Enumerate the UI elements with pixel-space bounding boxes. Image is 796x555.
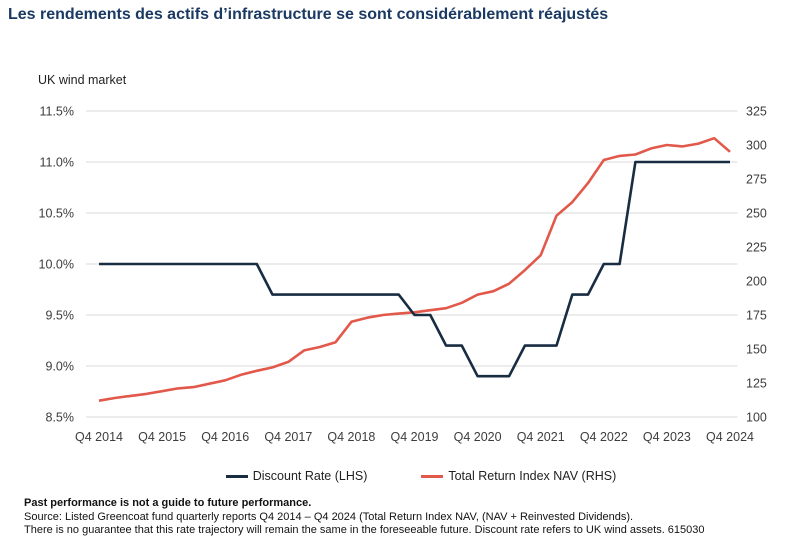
x-axis: Q4 2014 Q4 2015 Q4 2016 Q4 2017 Q4 2018 Q4 20… — [75, 430, 754, 444]
y-axis-left: 11.5% 11.0% 10.5% 10.0% 9.5% 9.0% 8.5% — [39, 105, 74, 425]
y-axis-right: 325 300 275 250 225 200 175 150 125 100 — [746, 105, 767, 425]
footnote-performance-warning: Past performance is not a guide to futur… — [24, 497, 312, 509]
y-axis-label-right: 150 — [746, 343, 767, 357]
x-axis-label: Q4 2018 — [327, 430, 375, 444]
y-axis-label-right: 300 — [746, 139, 767, 153]
y-axis-label-right: 200 — [746, 275, 767, 289]
x-axis-label: Q4 2020 — [454, 430, 502, 444]
x-axis-label: Q4 2017 — [264, 430, 312, 444]
legend-item-discount-rate: Discount Rate (LHS) — [225, 469, 368, 483]
legend-label-discount-rate: Discount Rate (LHS) — [252, 469, 368, 483]
x-axis-label: Q4 2019 — [391, 430, 439, 444]
x-axis-label: Q4 2016 — [201, 430, 249, 444]
y-axis-label-right: 225 — [746, 241, 767, 255]
discount-rate-line — [99, 160, 730, 378]
y-axis-label-right: 100 — [746, 411, 767, 425]
y-axis-label-left: 11.5% — [39, 105, 74, 119]
total-return-line-swatch — [421, 474, 444, 478]
chart-legend: Discount Rate (LHS) Total Return Index N… — [23, 469, 796, 483]
legend-item-total-return: Total Return Index NAV (RHS) — [421, 469, 616, 483]
footnote-source: Source: Listed Greencoat fund quarterly … — [24, 510, 634, 523]
y-axis-label-left: 10.5% — [39, 207, 74, 221]
y-axis-label-right: 175 — [746, 309, 767, 323]
page-title: Les rendements des actifs d’infrastructu… — [8, 6, 609, 23]
x-axis-label: Q4 2015 — [138, 430, 186, 444]
total-return-nav-line — [98, 136, 731, 402]
y-axis-label-left: 10.0% — [39, 258, 74, 272]
y-axis-label-left: 8.5% — [46, 411, 75, 425]
footnote-disclaimer: There is no guarantee that this rate tra… — [24, 524, 705, 536]
footnote: Past performance is not a guide to futur… — [24, 497, 705, 538]
y-axis-label-left: 9.5% — [46, 309, 75, 323]
x-axis-label: Q4 2024 — [706, 430, 754, 444]
x-axis-label: Q4 2023 — [643, 430, 691, 444]
line-chart: 11.5% 11.0% 10.5% 10.0% 9.5% 9.0% 8.5% 325 300 27… — [39, 105, 767, 445]
y-axis-label-left: 9.0% — [46, 360, 75, 374]
y-axis-label-right: 125 — [746, 377, 767, 391]
y-axis-label-right: 275 — [746, 173, 767, 187]
y-axis-label-right: 325 — [746, 105, 767, 119]
y-axis-label-right: 250 — [746, 207, 767, 221]
x-axis-label: Q4 2022 — [580, 430, 628, 444]
y-axis-label-left: 11.0% — [39, 156, 74, 170]
legend-label-total-return: Total Return Index NAV (RHS) — [448, 469, 617, 483]
x-axis-label: Q4 2021 — [517, 430, 565, 444]
chart-subtitle: UK wind market — [38, 73, 127, 87]
discount-rate-line-swatch — [225, 474, 248, 478]
x-axis-label: Q4 2014 — [75, 430, 123, 444]
